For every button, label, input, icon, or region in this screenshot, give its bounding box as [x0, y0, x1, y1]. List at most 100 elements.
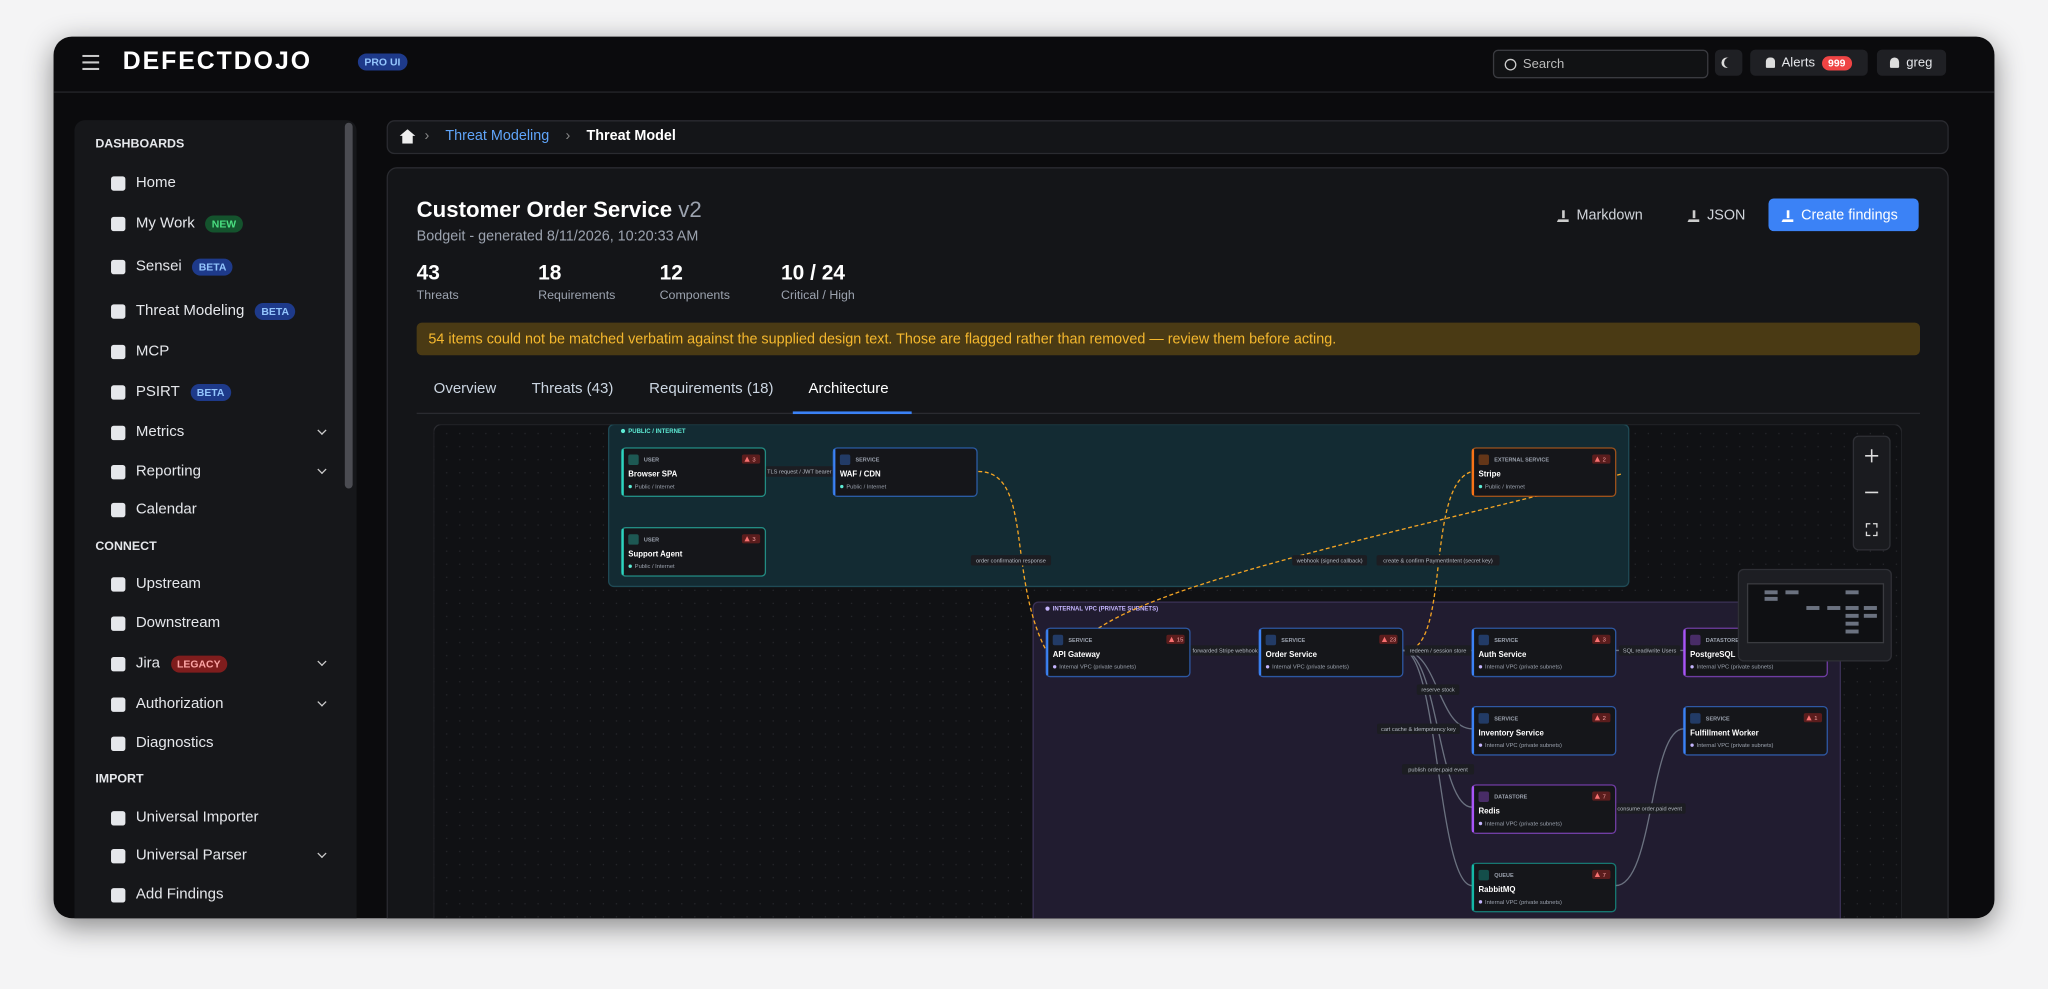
warning-text: 54 items could not be matched verbatim a…	[428, 331, 1337, 347]
nav-label: Jira	[135, 655, 161, 672]
edge-label-bg	[763, 466, 836, 477]
zoom-controls[interactable]	[1852, 435, 1891, 551]
nav-item[interactable]: Downstream	[111, 613, 333, 634]
edge-label: consume order.paid event	[1617, 806, 1682, 812]
nav-item[interactable]: Add Findings	[111, 884, 333, 905]
main-panel: Customer Order Service v2 Bodgeit - gene…	[386, 167, 1949, 919]
node-accent	[1471, 864, 1475, 911]
node[interactable]: SERVICE WAF / CDN Public / Internet	[832, 447, 978, 497]
stat-value: 12	[659, 262, 683, 285]
nav-item[interactable]: Jira LEGACY	[111, 653, 333, 674]
action-button[interactable]: Create findings	[1768, 198, 1919, 232]
nav-icon	[111, 464, 126, 479]
threat-icon	[1168, 636, 1175, 642]
search-placeholder: Search	[1522, 56, 1565, 72]
nav-item[interactable]: Reporting	[111, 461, 333, 482]
nav-item[interactable]: Upstream	[111, 573, 333, 594]
user-menu[interactable]: greg	[1876, 49, 1947, 76]
edge-label-bg	[1377, 723, 1460, 735]
nav-label: Reporting	[135, 463, 201, 480]
node[interactable]: SERVICE 1 Fulfillment Worker Internal VPC (…	[1682, 705, 1828, 756]
minimap-node	[1845, 606, 1859, 610]
nav-item[interactable]: Threat Modeling BETA	[111, 300, 333, 321]
breadcrumb-link[interactable]: Threat Modeling	[445, 127, 550, 144]
threat-count: 3	[1603, 638, 1606, 644]
nav-item[interactable]: Universal Importer	[111, 807, 333, 828]
nav-label: Upstream	[135, 575, 201, 592]
nav-item[interactable]: Home	[111, 172, 333, 193]
threat-icon	[1594, 871, 1600, 878]
node[interactable]: SERVICE 15 API Gateway Internal VPC (privat…	[1045, 627, 1191, 678]
node[interactable]: DATASTORE 7 Redis Internal VPC (private sub…	[1471, 784, 1617, 834]
fit-view[interactable]	[1865, 523, 1878, 537]
nav-item[interactable]: Universal Parser	[111, 845, 333, 866]
nav-item[interactable]: PSIRT BETA	[111, 381, 333, 402]
threat-count: 3	[752, 457, 755, 463]
zone-label: INTERNAL VPC (PRIVATE SUBNETS)	[1053, 607, 1158, 613]
nav-item[interactable]: Metrics	[111, 422, 333, 443]
tab[interactable]: Threats (43)	[531, 381, 614, 398]
alerts-button[interactable]: Alerts 999	[1750, 49, 1868, 76]
nav-badge: BETA	[192, 257, 233, 275]
brand[interactable]: DEFECTDOJO	[122, 48, 312, 76]
node-zone: Public / Internet	[846, 484, 886, 490]
node-kind: QUEUE	[1494, 873, 1514, 879]
nav-icon	[111, 615, 126, 631]
node[interactable]: QUEUE 7 RabbitMQ Internal VPC (private subn…	[1471, 862, 1617, 913]
nav-icon	[111, 576, 126, 592]
nav-item[interactable]: Calendar	[111, 499, 333, 520]
node[interactable]: USER 3 Support Agent Public / Internet	[621, 527, 767, 577]
edge-label-bg	[1416, 684, 1460, 695]
edge-label-bg	[1404, 645, 1472, 656]
nav-item[interactable]: Diagnostics	[111, 733, 333, 754]
threat-icon	[1594, 636, 1600, 642]
node-zone: Internal VPC (private subnets)	[1485, 821, 1562, 827]
action-button[interactable]: JSON	[1682, 199, 1750, 232]
nav-badge: BETA	[190, 383, 231, 401]
zone-dot	[1478, 743, 1483, 747]
minimap-node	[1785, 590, 1799, 595]
stat-label: Critical / High	[781, 288, 855, 304]
node[interactable]: SERVICE 2 Inventory Service Internal VPC (p…	[1471, 705, 1617, 756]
action-button[interactable]: Markdown	[1552, 199, 1648, 232]
nav-icon	[111, 696, 126, 712]
nav-badge: LEGACY	[170, 655, 228, 672]
nav-item[interactable]: Sensei BETA	[111, 256, 333, 277]
tab[interactable]: Requirements (18)	[649, 381, 774, 398]
threat-icon	[1806, 715, 1812, 721]
home-icon[interactable]	[399, 129, 416, 144]
node-icon	[628, 534, 639, 545]
theme-toggle[interactable]	[1714, 49, 1743, 76]
node-accent	[1471, 449, 1475, 496]
stat-value: 43	[416, 262, 440, 285]
zone-icon	[620, 428, 626, 434]
architecture-diagram[interactable]: PUBLIC / INTERNET INTERNAL VPC (PRIVATE S…	[433, 424, 1902, 919]
node[interactable]: EXTERNAL SERVICE 2 Stripe Public / Internet	[1471, 447, 1617, 497]
threat-badge	[1592, 869, 1611, 880]
zone-dot	[1478, 484, 1483, 489]
nav-label: Authorization	[135, 696, 224, 712]
nav-item[interactable]: My Work NEW	[111, 213, 333, 234]
menu-button[interactable]	[82, 54, 100, 71]
nav-item[interactable]: MCP	[111, 341, 333, 362]
tab[interactable]: Overview	[433, 381, 497, 398]
threat-count: 23	[1390, 638, 1397, 644]
version: v2	[678, 197, 702, 223]
nav-badge: BETA	[254, 302, 296, 320]
alerts-count: 999	[1821, 55, 1853, 70]
node[interactable]: SERVICE 23 Order Service Internal VPC (priv…	[1258, 627, 1404, 678]
node-kind: SERVICE	[1494, 638, 1518, 644]
button-label: JSON	[1707, 207, 1746, 223]
breadcrumb-current: Threat Model	[586, 127, 676, 144]
nav-label: Downstream	[135, 615, 221, 631]
search-box[interactable]: Search	[1492, 49, 1709, 79]
node[interactable]: USER 3 Browser SPA Public / Internet	[621, 447, 767, 497]
node[interactable]: SERVICE 3 Auth Service Internal VPC (privat…	[1471, 627, 1617, 678]
nav-item[interactable]: Authorization	[111, 694, 333, 715]
zone-dot	[1052, 665, 1057, 669]
edge-label-bg	[1618, 645, 1681, 656]
tab[interactable]: Architecture	[808, 381, 889, 398]
threat-count: 1	[1814, 716, 1817, 722]
zoom-in[interactable]	[1865, 449, 1879, 463]
